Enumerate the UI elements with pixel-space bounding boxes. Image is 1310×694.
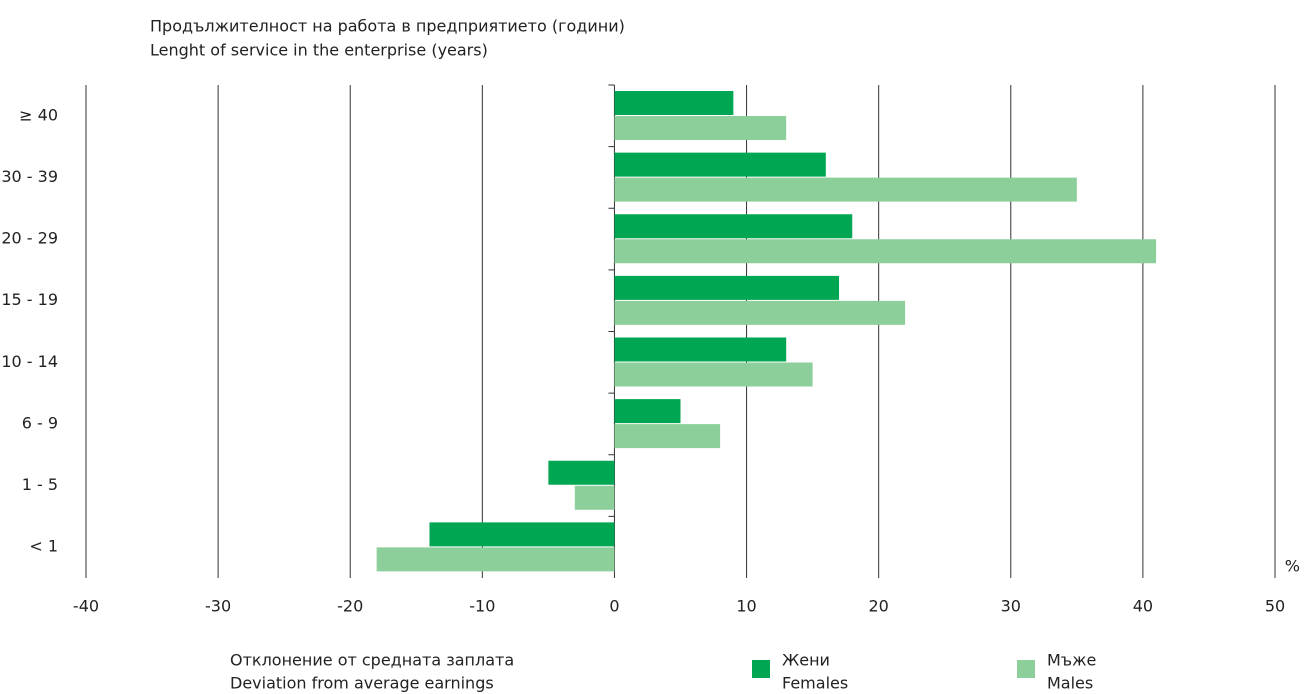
legend-swatch xyxy=(1017,660,1035,678)
x-tick-label: -20 xyxy=(337,597,363,616)
bar xyxy=(614,177,1077,202)
x-axis-label: Отклонение от средната заплата xyxy=(230,651,514,670)
bar xyxy=(614,300,906,325)
bar xyxy=(614,152,826,177)
x-tick-label: 0 xyxy=(609,597,619,616)
bar xyxy=(614,424,721,449)
y-tick-label: < 1 xyxy=(29,537,58,556)
x-tick-label: 20 xyxy=(868,597,888,616)
x-tick-label: -30 xyxy=(205,597,231,616)
bar xyxy=(429,522,615,547)
bar xyxy=(614,362,813,387)
x-unit: % xyxy=(1285,557,1300,576)
legend-label: Жени xyxy=(782,651,830,670)
x-tick-label: 30 xyxy=(1001,597,1021,616)
bar xyxy=(614,239,1157,264)
legend-label: Мъже xyxy=(1047,651,1096,670)
bar xyxy=(614,275,840,300)
bar xyxy=(614,399,681,424)
x-tick-label: 10 xyxy=(736,597,756,616)
bar xyxy=(574,485,615,510)
x-tick-label: -10 xyxy=(469,597,495,616)
bar xyxy=(614,91,734,115)
bar xyxy=(614,116,787,140)
y-tick-label: ≥ 40 xyxy=(19,105,58,124)
chart-subtitle: Lenght of service in the enterprise (yea… xyxy=(150,41,488,60)
bar xyxy=(548,460,615,485)
y-tick-label: 1 - 5 xyxy=(22,475,58,494)
x-tick-label: 40 xyxy=(1133,597,1153,616)
bar xyxy=(614,214,853,239)
legend-swatch xyxy=(752,660,770,678)
y-tick-label: 10 - 14 xyxy=(1,352,58,371)
chart-title: Продължителност на работа в предприятиет… xyxy=(150,17,625,36)
y-tick-label: 15 - 19 xyxy=(1,290,58,309)
x-tick-label: 50 xyxy=(1265,597,1285,616)
x-axis-label-en: Deviation from average earnings xyxy=(230,674,494,693)
legend-label-en: Females xyxy=(782,674,848,693)
x-tick-label: -40 xyxy=(73,597,99,616)
y-tick-label: 30 - 39 xyxy=(1,167,58,186)
bar xyxy=(614,337,787,362)
legend-label-en: Males xyxy=(1047,674,1093,693)
bar xyxy=(376,547,615,572)
y-tick-label: 6 - 9 xyxy=(22,413,58,432)
y-tick-label: 20 - 29 xyxy=(1,229,58,248)
